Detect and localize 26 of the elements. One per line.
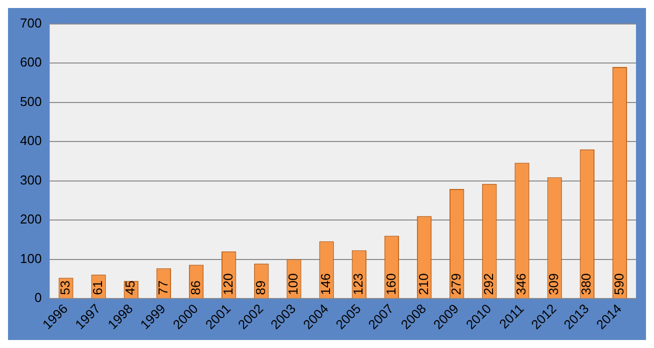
y-tick-label: 600: [20, 54, 42, 70]
y-tick-label: 700: [20, 15, 42, 30]
data-label: 45: [122, 280, 138, 296]
data-label: 86: [188, 280, 203, 296]
data-label: 346: [514, 273, 529, 296]
data-label: 146: [318, 273, 334, 296]
data-label: 380: [578, 273, 594, 296]
y-tick-label: 300: [20, 172, 42, 188]
data-label: 160: [383, 273, 398, 296]
y-tick-label: 400: [20, 133, 42, 148]
y-tick-label: 100: [20, 250, 42, 266]
data-label: 89: [252, 280, 268, 296]
data-label: 292: [481, 273, 496, 296]
data-label: 590: [611, 273, 626, 296]
data-label: 100: [286, 273, 301, 296]
data-label: 77: [155, 280, 170, 296]
data-label: 120: [220, 273, 236, 296]
data-label: 53: [58, 280, 73, 296]
data-label: 309: [546, 273, 562, 296]
y-tick-label: 0: [34, 290, 42, 306]
data-label: 123: [350, 273, 366, 296]
y-tick-label: 200: [20, 212, 42, 227]
data-label: 279: [448, 273, 464, 296]
data-label: 61: [90, 280, 106, 296]
y-tick-label: 500: [20, 94, 42, 109]
data-label: 210: [416, 273, 431, 296]
